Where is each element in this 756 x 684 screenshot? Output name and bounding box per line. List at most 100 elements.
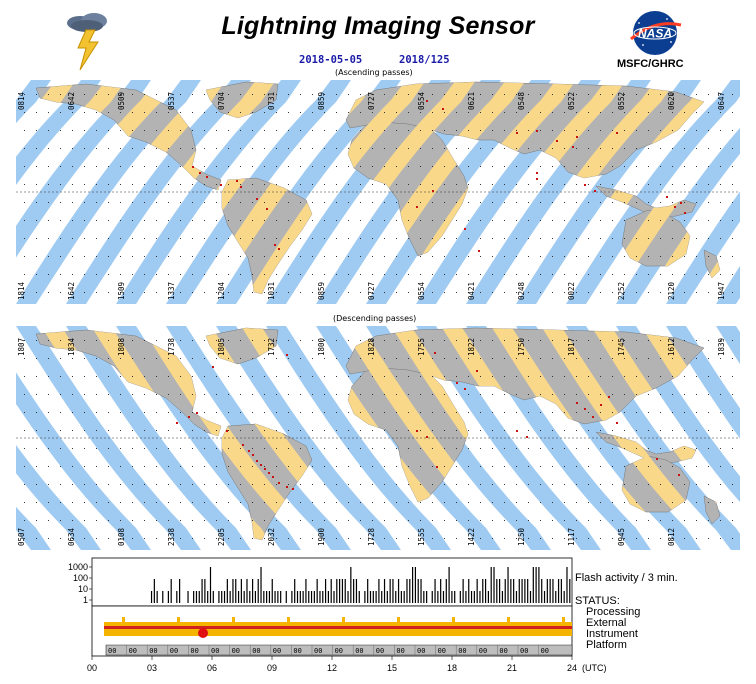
flash-mark xyxy=(236,180,238,182)
flash-bar xyxy=(344,579,346,603)
flash-mark xyxy=(608,396,610,398)
flash-bar xyxy=(341,579,344,603)
flash-mark xyxy=(220,184,222,186)
flash-mark xyxy=(248,450,250,452)
flash-bar xyxy=(414,567,417,603)
flash-mark xyxy=(456,382,458,384)
flash-mark xyxy=(434,352,436,354)
pass-time-label: 0647 xyxy=(717,92,726,110)
flash-bar xyxy=(347,591,349,603)
pass-time-label: 0548 xyxy=(517,91,526,110)
platform-cell-label: 00 xyxy=(520,647,528,655)
flash-bar xyxy=(386,591,388,603)
flash-bar xyxy=(493,567,495,603)
flash-bar xyxy=(319,591,321,603)
flash-bar xyxy=(187,591,189,603)
platform-cell-label: 00 xyxy=(252,647,260,655)
flash-bar xyxy=(204,579,206,603)
pass-time-label: 1805 xyxy=(217,338,226,356)
x-tick-label: 24 xyxy=(567,663,577,673)
flash-bar xyxy=(470,591,473,603)
lightning-logo-icon xyxy=(62,10,114,74)
platform-cell-label: 00 xyxy=(438,647,446,655)
flash-mark xyxy=(272,476,274,478)
day-of-year-label: 2018/125 xyxy=(399,54,450,66)
flash-mark xyxy=(274,244,276,246)
flash-mark xyxy=(464,228,466,230)
flash-mark xyxy=(266,208,268,210)
pass-time-label: 0859 xyxy=(317,92,326,110)
x-tick-label: 15 xyxy=(387,663,397,673)
flash-bar xyxy=(560,579,562,603)
instrument-bar xyxy=(104,626,572,629)
platform-cell-label: 00 xyxy=(273,647,281,655)
pass-time-label: 0522 xyxy=(567,92,576,110)
flash-bar xyxy=(277,591,279,603)
flash-bar xyxy=(454,591,456,603)
pass-time-label: 1834 xyxy=(67,337,76,356)
pass-time-label: 1828 xyxy=(367,337,376,356)
flash-bar xyxy=(513,579,515,603)
flash-bar xyxy=(243,591,245,603)
flash-bar xyxy=(364,591,366,603)
pass-time-label: 1250 xyxy=(517,527,526,546)
flash-bar xyxy=(555,591,557,603)
flash-mark xyxy=(592,416,594,418)
flash-bar xyxy=(167,591,169,603)
flash-bar xyxy=(162,591,164,603)
flash-bar xyxy=(257,579,259,603)
flash-bar xyxy=(479,591,481,603)
flash-bar xyxy=(170,579,172,603)
pass-time-label: 0859 xyxy=(317,282,326,300)
flash-bar xyxy=(235,579,237,603)
flash-bar xyxy=(375,591,377,603)
pass-time-label: 0554 xyxy=(417,281,426,300)
platform-cell-label: 00 xyxy=(232,647,240,655)
flash-bar xyxy=(468,579,470,603)
flash-mark xyxy=(292,488,294,490)
pass-time-label: 1755 xyxy=(417,338,426,356)
platform-cell-label: 00 xyxy=(499,647,507,655)
flash-bar xyxy=(515,591,518,603)
platform-cell-label: 00 xyxy=(479,647,487,655)
flash-bar xyxy=(381,591,383,603)
flash-mark xyxy=(576,136,578,138)
flash-bar xyxy=(294,579,296,603)
flash-bar xyxy=(333,591,335,603)
flash-bar xyxy=(445,579,447,603)
flash-mark xyxy=(426,100,428,102)
flash-mark xyxy=(192,166,194,168)
pass-time-label: 1947 xyxy=(717,282,726,300)
status-platform: Platform xyxy=(586,639,627,651)
flash-mark xyxy=(536,172,538,174)
pass-time-label: 1800 xyxy=(317,337,326,356)
flash-bar xyxy=(291,591,293,603)
flash-bar xyxy=(266,591,268,603)
flash-bar xyxy=(397,579,400,603)
pass-time-label: 0634 xyxy=(67,527,76,546)
flash-mark xyxy=(616,422,618,424)
flash-bar xyxy=(193,591,195,603)
flash-bar xyxy=(355,579,358,603)
flash-bar xyxy=(198,591,200,603)
pass-time-label: 0620 xyxy=(667,91,676,110)
flash-bar xyxy=(403,591,405,603)
flash-bar xyxy=(353,579,355,603)
flash-bar xyxy=(240,579,242,603)
flash-mark xyxy=(278,248,280,250)
flash-mark xyxy=(196,412,198,414)
flash-mark xyxy=(656,458,658,460)
flash-bar xyxy=(378,579,380,603)
flash-mark xyxy=(432,190,434,192)
flash-bar xyxy=(434,579,436,603)
flash-mark xyxy=(684,212,686,214)
flash-bar xyxy=(201,579,203,603)
y-tick-label: 100 xyxy=(73,573,88,583)
flash-bar xyxy=(322,591,324,603)
flash-bar xyxy=(566,567,568,603)
flash-mark xyxy=(436,466,438,468)
flash-mark xyxy=(584,184,586,186)
flash-bar xyxy=(237,591,240,603)
x-tick-label: 06 xyxy=(207,663,217,673)
flash-mark xyxy=(516,132,518,134)
